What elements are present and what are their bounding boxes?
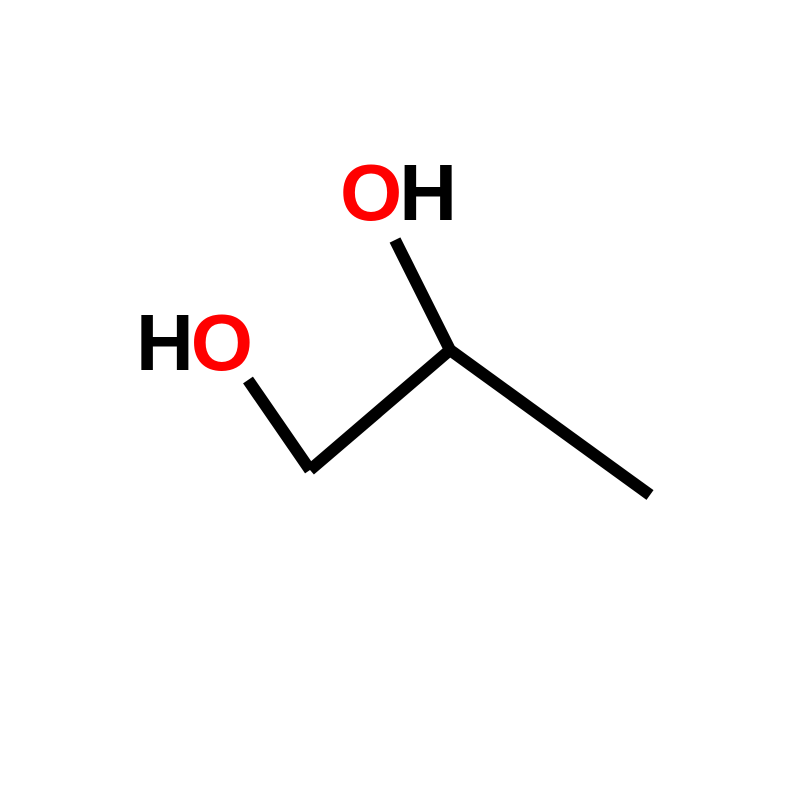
atom-label-oh-top: OH: [340, 148, 454, 237]
atom-label-ho-left: HO: [136, 298, 250, 387]
molecule-diagram: OH HO: [0, 0, 800, 800]
